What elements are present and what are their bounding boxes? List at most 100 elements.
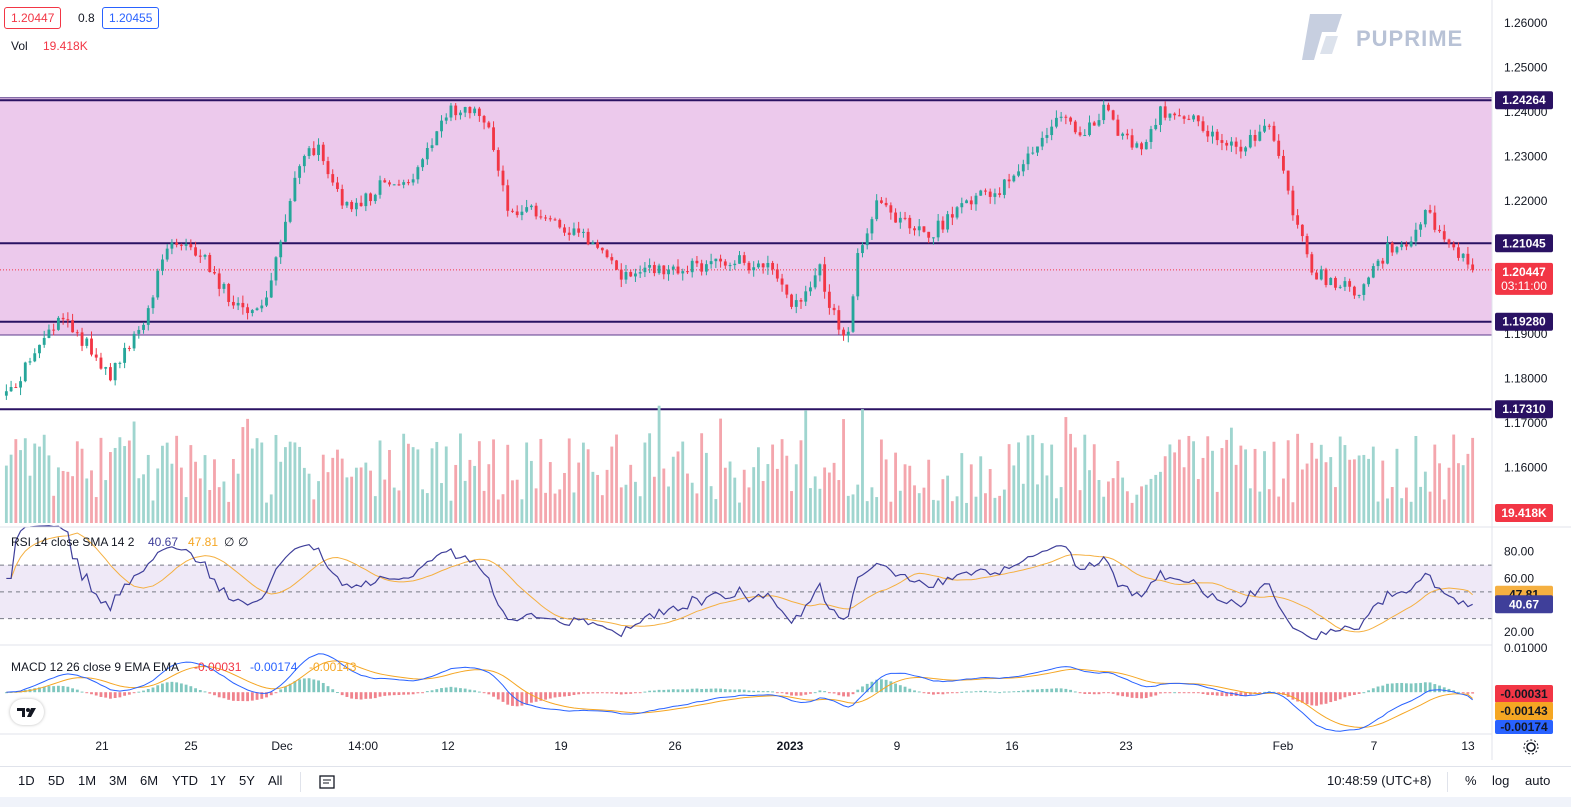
- volume-bar: [605, 469, 609, 523]
- volume-bar: [799, 440, 803, 523]
- timeframe-ytd-button[interactable]: YTD: [172, 773, 198, 788]
- volume-bar: [459, 433, 462, 523]
- macd-histogram-bar: [771, 691, 775, 693]
- macd-hist-badge: -0.00031: [1500, 687, 1548, 701]
- macd-histogram-bar: [425, 691, 429, 693]
- timeframe-6m-button[interactable]: 6M: [140, 773, 159, 788]
- candle-body: [733, 263, 737, 266]
- timeframe-5d-button[interactable]: 5D: [48, 773, 65, 788]
- macd-histogram-bar: [738, 689, 741, 693]
- macd-histogram-bar: [941, 692, 945, 695]
- candle-body: [941, 220, 945, 230]
- candle-body: [1040, 137, 1044, 147]
- volume-bar: [922, 487, 926, 523]
- volume-bar: [28, 475, 32, 523]
- candle-body: [1083, 135, 1087, 137]
- macd-histogram-bar: [317, 680, 320, 693]
- log-scale-toggle[interactable]: log: [1492, 773, 1510, 788]
- candle-body: [638, 272, 642, 274]
- volume-bar: [998, 495, 1002, 523]
- candle-body: [1187, 118, 1191, 120]
- volume-bar: [317, 481, 320, 523]
- macd-histogram-bar: [1206, 692, 1210, 695]
- volume-bar: [354, 467, 358, 523]
- candle-body: [695, 260, 699, 264]
- macd-histogram-bar: [430, 690, 434, 693]
- candle-body: [581, 231, 585, 233]
- macd-histogram-bar: [378, 692, 382, 697]
- time-tick-9: 16: [1005, 739, 1019, 753]
- time-tick-12: 7: [1371, 739, 1378, 753]
- candle-body: [676, 266, 680, 274]
- candle-body: [671, 266, 675, 270]
- candle-body: [884, 202, 888, 206]
- volume-bar: [506, 444, 510, 523]
- volume-bar: [1329, 457, 1333, 523]
- macd-histogram-bar: [1471, 692, 1475, 694]
- settings-gear-icon[interactable]: [1522, 738, 1540, 756]
- volume-bar: [804, 410, 808, 523]
- candle-body: [444, 117, 448, 121]
- timeframe-all-button[interactable]: All: [268, 773, 283, 788]
- timeframe-3m-button[interactable]: 3M: [109, 773, 128, 788]
- timeframe-1d-button[interactable]: 1D: [18, 773, 35, 788]
- macd-histogram-bar: [723, 689, 727, 693]
- volume-bar: [733, 477, 737, 523]
- macd-histogram-bar: [1381, 685, 1385, 693]
- macd-histogram-bar: [170, 681, 174, 693]
- candle-body: [487, 122, 491, 128]
- candle-body: [856, 253, 860, 297]
- macd-histogram-bar: [255, 692, 259, 700]
- macd-histogram-bar: [932, 692, 935, 695]
- volume-bar: [402, 433, 406, 523]
- bid-price-tag[interactable]: 1.20447: [4, 7, 62, 29]
- timeframe-1m-button[interactable]: 1M: [78, 773, 97, 788]
- macd-value-badge: -0.00174: [1500, 720, 1548, 734]
- candle-body: [1395, 247, 1399, 253]
- macd-histogram-bar: [444, 687, 448, 693]
- macd-histogram-bar: [383, 692, 387, 696]
- volume-bar: [388, 449, 391, 523]
- macd-histogram-bar: [1144, 692, 1148, 698]
- rsi-legend-sma: 47.81: [188, 535, 219, 549]
- volume-bar: [246, 418, 250, 523]
- candle-body: [761, 263, 765, 268]
- clock-readout[interactable]: 10:48:59 (UTC+8): [1327, 773, 1432, 788]
- percent-scale-toggle[interactable]: %: [1465, 773, 1477, 788]
- volume-bar: [1059, 487, 1063, 523]
- candle-body: [1026, 153, 1030, 165]
- candle-body: [406, 182, 410, 184]
- timeframe-5y-button[interactable]: 5Y: [239, 773, 255, 788]
- candle-body: [506, 185, 510, 211]
- tradingview-badge[interactable]: [10, 699, 44, 725]
- candle-body: [146, 308, 150, 325]
- volume-bar: [104, 480, 108, 523]
- date-range-icon[interactable]: [318, 773, 336, 791]
- volume-bar: [652, 476, 656, 523]
- macd-histogram-bar: [1258, 692, 1262, 694]
- volume-bar: [47, 455, 51, 523]
- volume-bar: [269, 494, 273, 523]
- candle-body: [1466, 253, 1470, 265]
- macd-histogram-bar: [1107, 692, 1110, 694]
- macd-histogram-bar: [761, 691, 765, 693]
- auto-scale-toggle[interactable]: auto: [1525, 773, 1551, 788]
- macd-histogram-bar: [775, 692, 779, 694]
- candle-body: [742, 255, 746, 263]
- price-tick-3: 1.23000: [1504, 149, 1548, 163]
- volume-bar: [700, 433, 704, 523]
- price-tick-0: 1.26000: [1504, 16, 1548, 30]
- macd-histogram-bar: [823, 691, 827, 693]
- ask-price-tag[interactable]: 1.20455: [102, 7, 160, 29]
- candle-body: [241, 302, 245, 308]
- candle-body: [1352, 286, 1356, 296]
- macd-signal-line: [6, 660, 1473, 728]
- candle-body: [875, 200, 879, 220]
- volume-bar: [279, 461, 283, 523]
- timeframe-1y-button[interactable]: 1Y: [210, 773, 226, 788]
- macd-histogram-bar: [388, 692, 391, 696]
- volume-bar: [1007, 444, 1011, 523]
- macd-histogram-bar: [42, 686, 46, 693]
- volume-bar: [1305, 463, 1309, 523]
